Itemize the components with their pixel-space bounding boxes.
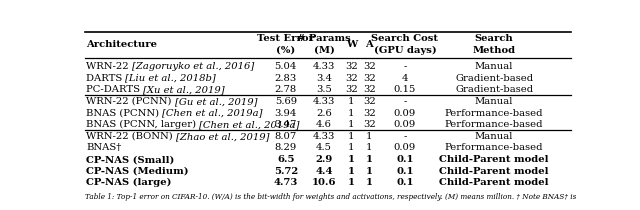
Text: [Zagoruyko et al., 2016]: [Zagoruyko et al., 2016] (132, 62, 254, 71)
Text: 32: 32 (363, 74, 376, 83)
Text: 2.78: 2.78 (275, 85, 297, 94)
Text: 3.4: 3.4 (316, 74, 332, 83)
Text: 32: 32 (345, 62, 358, 71)
Text: 5.04: 5.04 (275, 62, 297, 71)
Text: [Zhao et al., 2019]: [Zhao et al., 2019] (176, 132, 269, 141)
Text: Table 1: Top-1 error on CIFAR-10. (W/A) is the bit-width for weights and activat: Table 1: Top-1 error on CIFAR-10. (W/A) … (85, 193, 577, 201)
Text: # Params: # Params (297, 34, 351, 43)
Text: Test Error: Test Error (257, 34, 314, 43)
Text: 0.09: 0.09 (394, 120, 416, 129)
Text: W: W (346, 40, 357, 49)
Text: BNAS (PCNN): BNAS (PCNN) (86, 109, 162, 118)
Text: 32: 32 (363, 85, 376, 94)
Text: Method: Method (472, 46, 516, 55)
Text: -: - (403, 62, 406, 71)
Text: 0.15: 0.15 (394, 85, 416, 94)
Text: 3.5: 3.5 (316, 85, 332, 94)
Text: Search: Search (475, 34, 513, 43)
Text: 1: 1 (366, 143, 372, 152)
Text: 1: 1 (365, 167, 372, 176)
Text: 32: 32 (345, 74, 358, 83)
Text: 8.07: 8.07 (275, 132, 297, 141)
Text: -: - (403, 132, 406, 141)
Text: 32: 32 (363, 120, 376, 129)
Text: Performance-based: Performance-based (445, 109, 543, 118)
Text: 32: 32 (363, 62, 376, 71)
Text: 1: 1 (348, 120, 355, 129)
Text: 1: 1 (366, 132, 372, 141)
Text: (M): (M) (314, 46, 335, 55)
Text: 0.1: 0.1 (396, 178, 413, 187)
Text: 1: 1 (365, 155, 372, 164)
Text: 8.29: 8.29 (275, 143, 297, 152)
Text: 1: 1 (348, 132, 355, 141)
Text: 2.9: 2.9 (316, 155, 333, 164)
Text: 2.83: 2.83 (275, 74, 297, 83)
Text: A: A (365, 40, 373, 49)
Text: 1: 1 (365, 178, 372, 187)
Text: 1: 1 (348, 155, 355, 164)
Text: 0.1: 0.1 (396, 167, 413, 176)
Text: [Gu et al., 2019]: [Gu et al., 2019] (175, 97, 257, 106)
Text: Child-Parent model: Child-Parent model (440, 178, 549, 187)
Text: 4.5: 4.5 (316, 143, 332, 152)
Text: 4.6: 4.6 (316, 120, 332, 129)
Text: 6.5: 6.5 (277, 155, 294, 164)
Text: 1: 1 (348, 109, 355, 118)
Text: (GPU days): (GPU days) (374, 46, 436, 55)
Text: Manual: Manual (475, 62, 513, 71)
Text: [Xu et al., 2019]: [Xu et al., 2019] (143, 85, 225, 94)
Text: Manual: Manual (475, 97, 513, 106)
Text: 0.1: 0.1 (396, 155, 413, 164)
Text: Architecture: Architecture (86, 40, 157, 49)
Text: CP-NAS (Small): CP-NAS (Small) (86, 155, 174, 164)
Text: CP-NAS (Medium): CP-NAS (Medium) (86, 167, 189, 176)
Text: 0.09: 0.09 (394, 109, 416, 118)
Text: 32: 32 (363, 109, 376, 118)
Text: 1: 1 (348, 97, 355, 106)
Text: 5.69: 5.69 (275, 97, 297, 106)
Text: BNAS (PCNN, larger): BNAS (PCNN, larger) (86, 120, 199, 129)
Text: 4.33: 4.33 (313, 97, 335, 106)
Text: -: - (403, 97, 406, 106)
Text: PC-DARTS: PC-DARTS (86, 85, 143, 94)
Text: Gradient-based: Gradient-based (455, 85, 533, 94)
Text: Performance-based: Performance-based (445, 120, 543, 129)
Text: WRN-22 (PCNN): WRN-22 (PCNN) (86, 97, 175, 106)
Text: 4.33: 4.33 (313, 132, 335, 141)
Text: 0.09: 0.09 (394, 143, 416, 152)
Text: 32: 32 (363, 97, 376, 106)
Text: (%): (%) (276, 46, 296, 55)
Text: 1: 1 (348, 143, 355, 152)
Text: 3.47: 3.47 (275, 120, 297, 129)
Text: 4: 4 (402, 74, 408, 83)
Text: 4.4: 4.4 (316, 167, 333, 176)
Text: 1: 1 (348, 167, 355, 176)
Text: 3.94: 3.94 (275, 109, 297, 118)
Text: 10.6: 10.6 (312, 178, 336, 187)
Text: 32: 32 (345, 85, 358, 94)
Text: DARTS: DARTS (86, 74, 125, 83)
Text: WRN-22 (BONN): WRN-22 (BONN) (86, 132, 176, 141)
Text: 2.6: 2.6 (316, 109, 332, 118)
Text: Gradient-based: Gradient-based (455, 74, 533, 83)
Text: 4.73: 4.73 (274, 178, 298, 187)
Text: 1: 1 (348, 178, 355, 187)
Text: CP-NAS (large): CP-NAS (large) (86, 178, 172, 187)
Text: Child-Parent model: Child-Parent model (440, 155, 549, 164)
Text: BNAS†: BNAS† (86, 143, 121, 152)
Text: [Liu et al., 2018b]: [Liu et al., 2018b] (125, 74, 216, 83)
Text: WRN-22: WRN-22 (86, 62, 132, 71)
Text: Search Cost: Search Cost (371, 34, 438, 43)
Text: Child-Parent model: Child-Parent model (440, 167, 549, 176)
Text: [Chen et al., 2019a]: [Chen et al., 2019a] (199, 120, 300, 129)
Text: 4.33: 4.33 (313, 62, 335, 71)
Text: Manual: Manual (475, 132, 513, 141)
Text: 5.72: 5.72 (274, 167, 298, 176)
Text: Performance-based: Performance-based (445, 143, 543, 152)
Text: [Chen et al., 2019a]: [Chen et al., 2019a] (162, 109, 262, 118)
